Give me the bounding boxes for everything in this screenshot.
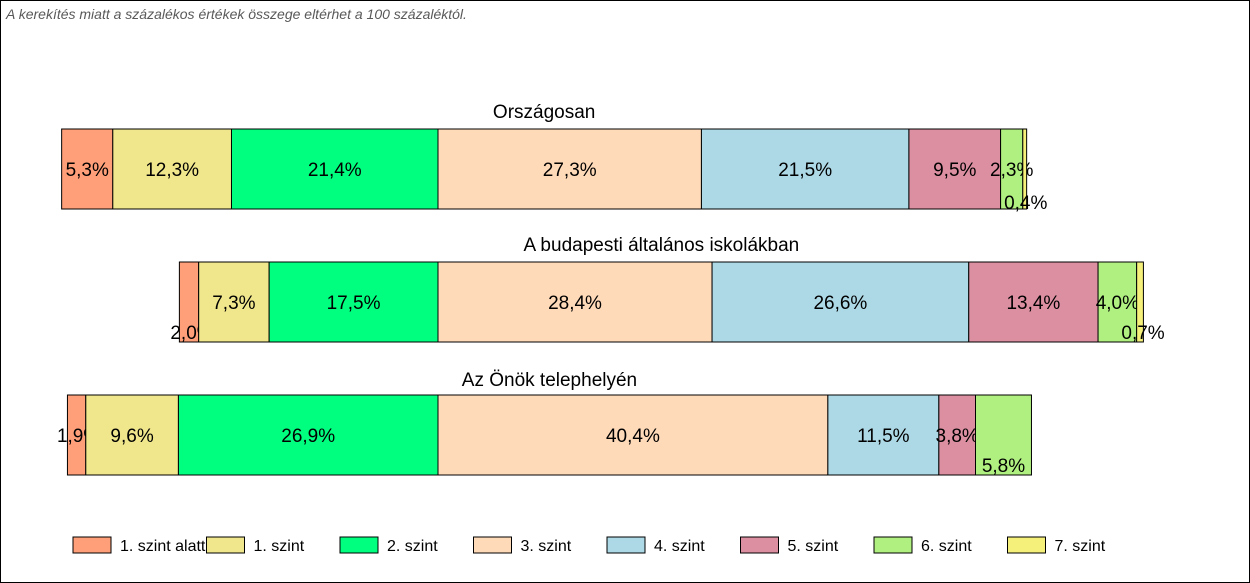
rounding-note: A kerekítés miatt a százalékos értékek ö…: [6, 6, 467, 22]
legend-label: 3. szint: [521, 538, 572, 555]
bar-segment: [700, 128, 910, 210]
legend-swatch: [873, 536, 913, 554]
data-label: 0,7%: [1121, 323, 1164, 344]
legend-swatch: [1007, 536, 1046, 554]
data-label: 11,5%: [857, 426, 910, 447]
data-label: 21,4%: [308, 160, 362, 181]
bar-segment: [968, 261, 1099, 343]
data-label: 3,8%: [936, 426, 979, 447]
bar-segment: [268, 261, 439, 343]
legend-label: 4. szint: [654, 538, 705, 555]
data-label: 7,3%: [212, 293, 255, 314]
data-label: 26,9%: [281, 426, 335, 447]
group-title: Országosan: [493, 102, 595, 123]
legend-label: 5. szint: [788, 538, 839, 555]
data-label: 0,4%: [1004, 193, 1047, 214]
legend-swatch: [339, 536, 379, 554]
legend-swatch: [740, 536, 779, 554]
bar-segment: [437, 128, 702, 210]
legend-swatch: [206, 536, 245, 554]
bar-segment: [1136, 261, 1144, 343]
data-label: 27,3%: [543, 160, 597, 181]
legend-label: 1. szint alatti: [120, 538, 209, 555]
data-label: 17,5%: [327, 293, 381, 314]
bar-segment: [908, 128, 1002, 210]
legend-label: 1. szint: [254, 538, 305, 555]
data-label: 12,3%: [145, 160, 199, 181]
legend-label: 2. szint: [387, 538, 438, 555]
data-label: 26,6%: [813, 293, 867, 314]
legend-swatch: [606, 536, 646, 554]
legend-label: 7. szint: [1055, 538, 1106, 555]
data-label: 5,8%: [982, 456, 1025, 477]
bar-segment: [437, 394, 829, 476]
group-title: A budapesti általános iskolákban: [524, 235, 800, 256]
bar-segment: [975, 394, 1032, 476]
data-label: 40,4%: [606, 426, 660, 447]
bar-segment: [198, 261, 270, 343]
data-label: 9,6%: [110, 426, 153, 447]
legend-swatch: [72, 536, 112, 554]
data-label: 5,3%: [66, 160, 109, 181]
bar-segment: [1097, 261, 1138, 343]
data-label: 13,4%: [1006, 293, 1060, 314]
legend-swatch: [473, 536, 512, 554]
bar-segment: [711, 261, 970, 343]
bar-segment: [112, 128, 232, 210]
data-label: 28,4%: [548, 293, 602, 314]
data-label: 21,5%: [778, 160, 832, 181]
data-label: 4,0%: [1096, 293, 1139, 314]
bar-segment: [177, 394, 439, 476]
bar-segment: [1022, 128, 1028, 210]
data-label: 9,5%: [933, 160, 976, 181]
bar-segment: [437, 261, 713, 343]
group-title: Az Önök telephelyén: [462, 370, 637, 391]
legend-label: 6. szint: [921, 538, 972, 555]
